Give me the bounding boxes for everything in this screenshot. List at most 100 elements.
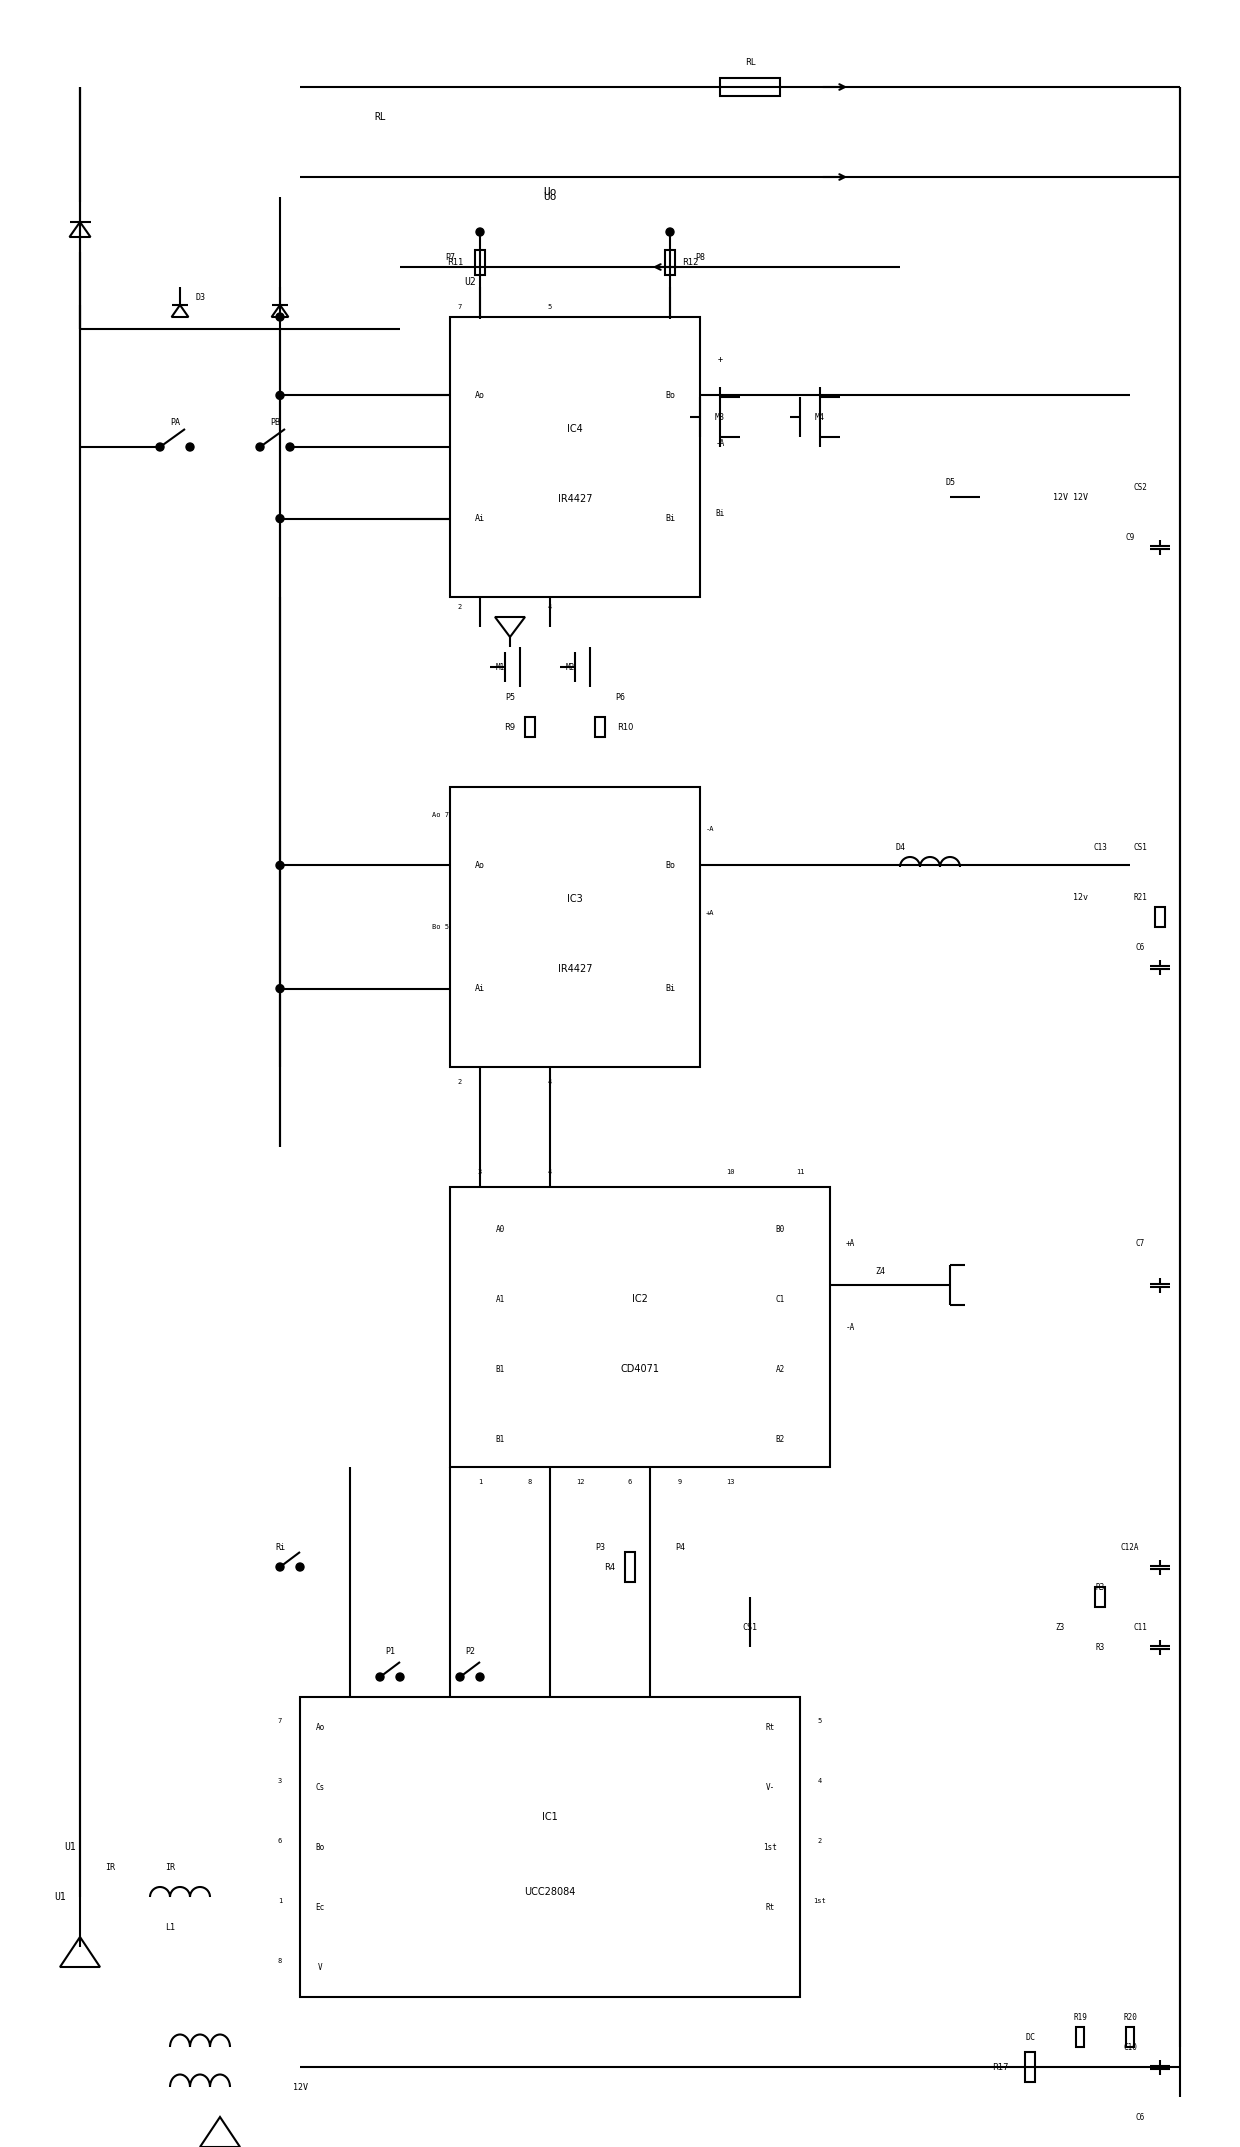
Text: 4: 4: [548, 603, 552, 610]
Bar: [1154, 906, 1166, 928]
Text: Cs: Cs: [315, 1782, 325, 1791]
Bar: [450, 1187, 830, 1466]
Text: R11: R11: [446, 258, 464, 266]
Text: 1st: 1st: [763, 1842, 777, 1851]
Text: Z4: Z4: [875, 1267, 885, 1275]
Circle shape: [456, 1673, 464, 1681]
Bar: [1025, 2053, 1035, 2083]
Text: A2: A2: [775, 1365, 785, 1374]
Text: R10: R10: [616, 724, 634, 732]
Circle shape: [277, 861, 284, 870]
Text: 4: 4: [548, 1168, 552, 1174]
Text: 12V: 12V: [293, 2083, 308, 2091]
Text: -A: -A: [715, 438, 724, 447]
Text: Bo 5: Bo 5: [432, 923, 449, 930]
Text: M2: M2: [565, 663, 574, 672]
Text: CS1: CS1: [743, 1623, 758, 1632]
Circle shape: [476, 1673, 484, 1681]
Text: A0: A0: [495, 1224, 505, 1235]
Circle shape: [396, 1673, 404, 1681]
Text: 2: 2: [458, 1080, 463, 1084]
Text: P6: P6: [615, 693, 625, 702]
Text: 1: 1: [477, 1479, 482, 1486]
Text: R19: R19: [1073, 2012, 1087, 2022]
Text: Ao: Ao: [475, 391, 485, 399]
Text: Ec: Ec: [315, 1902, 325, 1911]
Text: C13: C13: [1094, 842, 1107, 852]
Circle shape: [277, 985, 284, 992]
Text: C7: C7: [1136, 1239, 1145, 1247]
Text: Bi: Bi: [665, 983, 675, 994]
Text: C6: C6: [1136, 943, 1145, 951]
Circle shape: [296, 1563, 304, 1572]
Text: P8: P8: [694, 253, 706, 262]
Text: -A: -A: [846, 1323, 854, 1331]
Text: Rt: Rt: [765, 1902, 775, 1911]
Text: Rt: Rt: [765, 1722, 775, 1730]
Circle shape: [277, 391, 284, 399]
Bar: [475, 249, 485, 275]
Text: R3: R3: [1095, 1642, 1105, 1651]
Text: 12v: 12v: [1073, 893, 1087, 902]
Text: +: +: [718, 354, 723, 363]
Text: IR4427: IR4427: [558, 494, 593, 505]
Text: C11: C11: [1133, 1623, 1147, 1632]
Text: R3: R3: [1095, 1582, 1105, 1591]
Text: Ao: Ao: [315, 1722, 325, 1730]
Text: DC: DC: [1025, 2033, 1035, 2042]
Bar: [450, 788, 701, 1067]
Bar: [1076, 2027, 1084, 2046]
Text: Bo: Bo: [665, 391, 675, 399]
Text: U2: U2: [464, 277, 476, 288]
Bar: [1126, 2027, 1135, 2046]
Text: Uo: Uo: [543, 191, 557, 202]
Text: R4: R4: [604, 1563, 615, 1572]
Text: 12V: 12V: [1053, 492, 1068, 502]
Text: P2: P2: [465, 1647, 475, 1657]
Text: Ao: Ao: [475, 861, 485, 870]
Text: C9: C9: [1126, 532, 1135, 541]
Text: D4: D4: [895, 842, 905, 852]
Text: Bi: Bi: [715, 509, 724, 517]
Circle shape: [277, 515, 284, 522]
Text: 6: 6: [627, 1479, 632, 1486]
Text: M1: M1: [495, 663, 505, 672]
Text: +A: +A: [846, 1239, 854, 1247]
Text: C12A: C12A: [1121, 1542, 1140, 1552]
Text: 9: 9: [678, 1479, 682, 1486]
Circle shape: [666, 228, 675, 236]
Bar: [665, 249, 675, 275]
Text: Bo: Bo: [665, 861, 675, 870]
Text: M3: M3: [715, 412, 725, 421]
Text: 11: 11: [796, 1168, 805, 1174]
Bar: [525, 717, 534, 736]
Text: +A: +A: [706, 910, 714, 917]
Text: -A: -A: [706, 827, 714, 833]
Text: 2: 2: [458, 603, 463, 610]
Text: CD4071: CD4071: [620, 1363, 660, 1374]
Text: P5: P5: [505, 693, 515, 702]
Text: 1: 1: [278, 1898, 283, 1904]
Text: RL: RL: [374, 112, 386, 122]
Text: R20: R20: [1123, 2012, 1137, 2022]
Text: CS1: CS1: [1133, 842, 1147, 852]
Text: 12V: 12V: [1073, 492, 1087, 502]
Text: 13: 13: [725, 1479, 734, 1486]
Text: C10: C10: [1123, 2042, 1137, 2053]
Text: P1: P1: [384, 1647, 396, 1657]
Text: A1: A1: [495, 1295, 505, 1303]
Text: Z3: Z3: [1055, 1623, 1065, 1632]
Text: Ai: Ai: [475, 513, 485, 524]
Circle shape: [277, 313, 284, 322]
Text: Bi: Bi: [665, 513, 675, 524]
Text: RL: RL: [745, 58, 755, 67]
Text: Ai: Ai: [475, 983, 485, 994]
Text: U1: U1: [55, 1892, 66, 1902]
Text: Ao 7: Ao 7: [432, 812, 449, 818]
Text: B2: B2: [775, 1434, 785, 1443]
Text: UCC28084: UCC28084: [525, 1887, 575, 1898]
Text: Ri: Ri: [275, 1542, 285, 1552]
Text: M4: M4: [815, 412, 825, 421]
Text: C6: C6: [1136, 2113, 1145, 2121]
Text: 5: 5: [548, 305, 552, 309]
